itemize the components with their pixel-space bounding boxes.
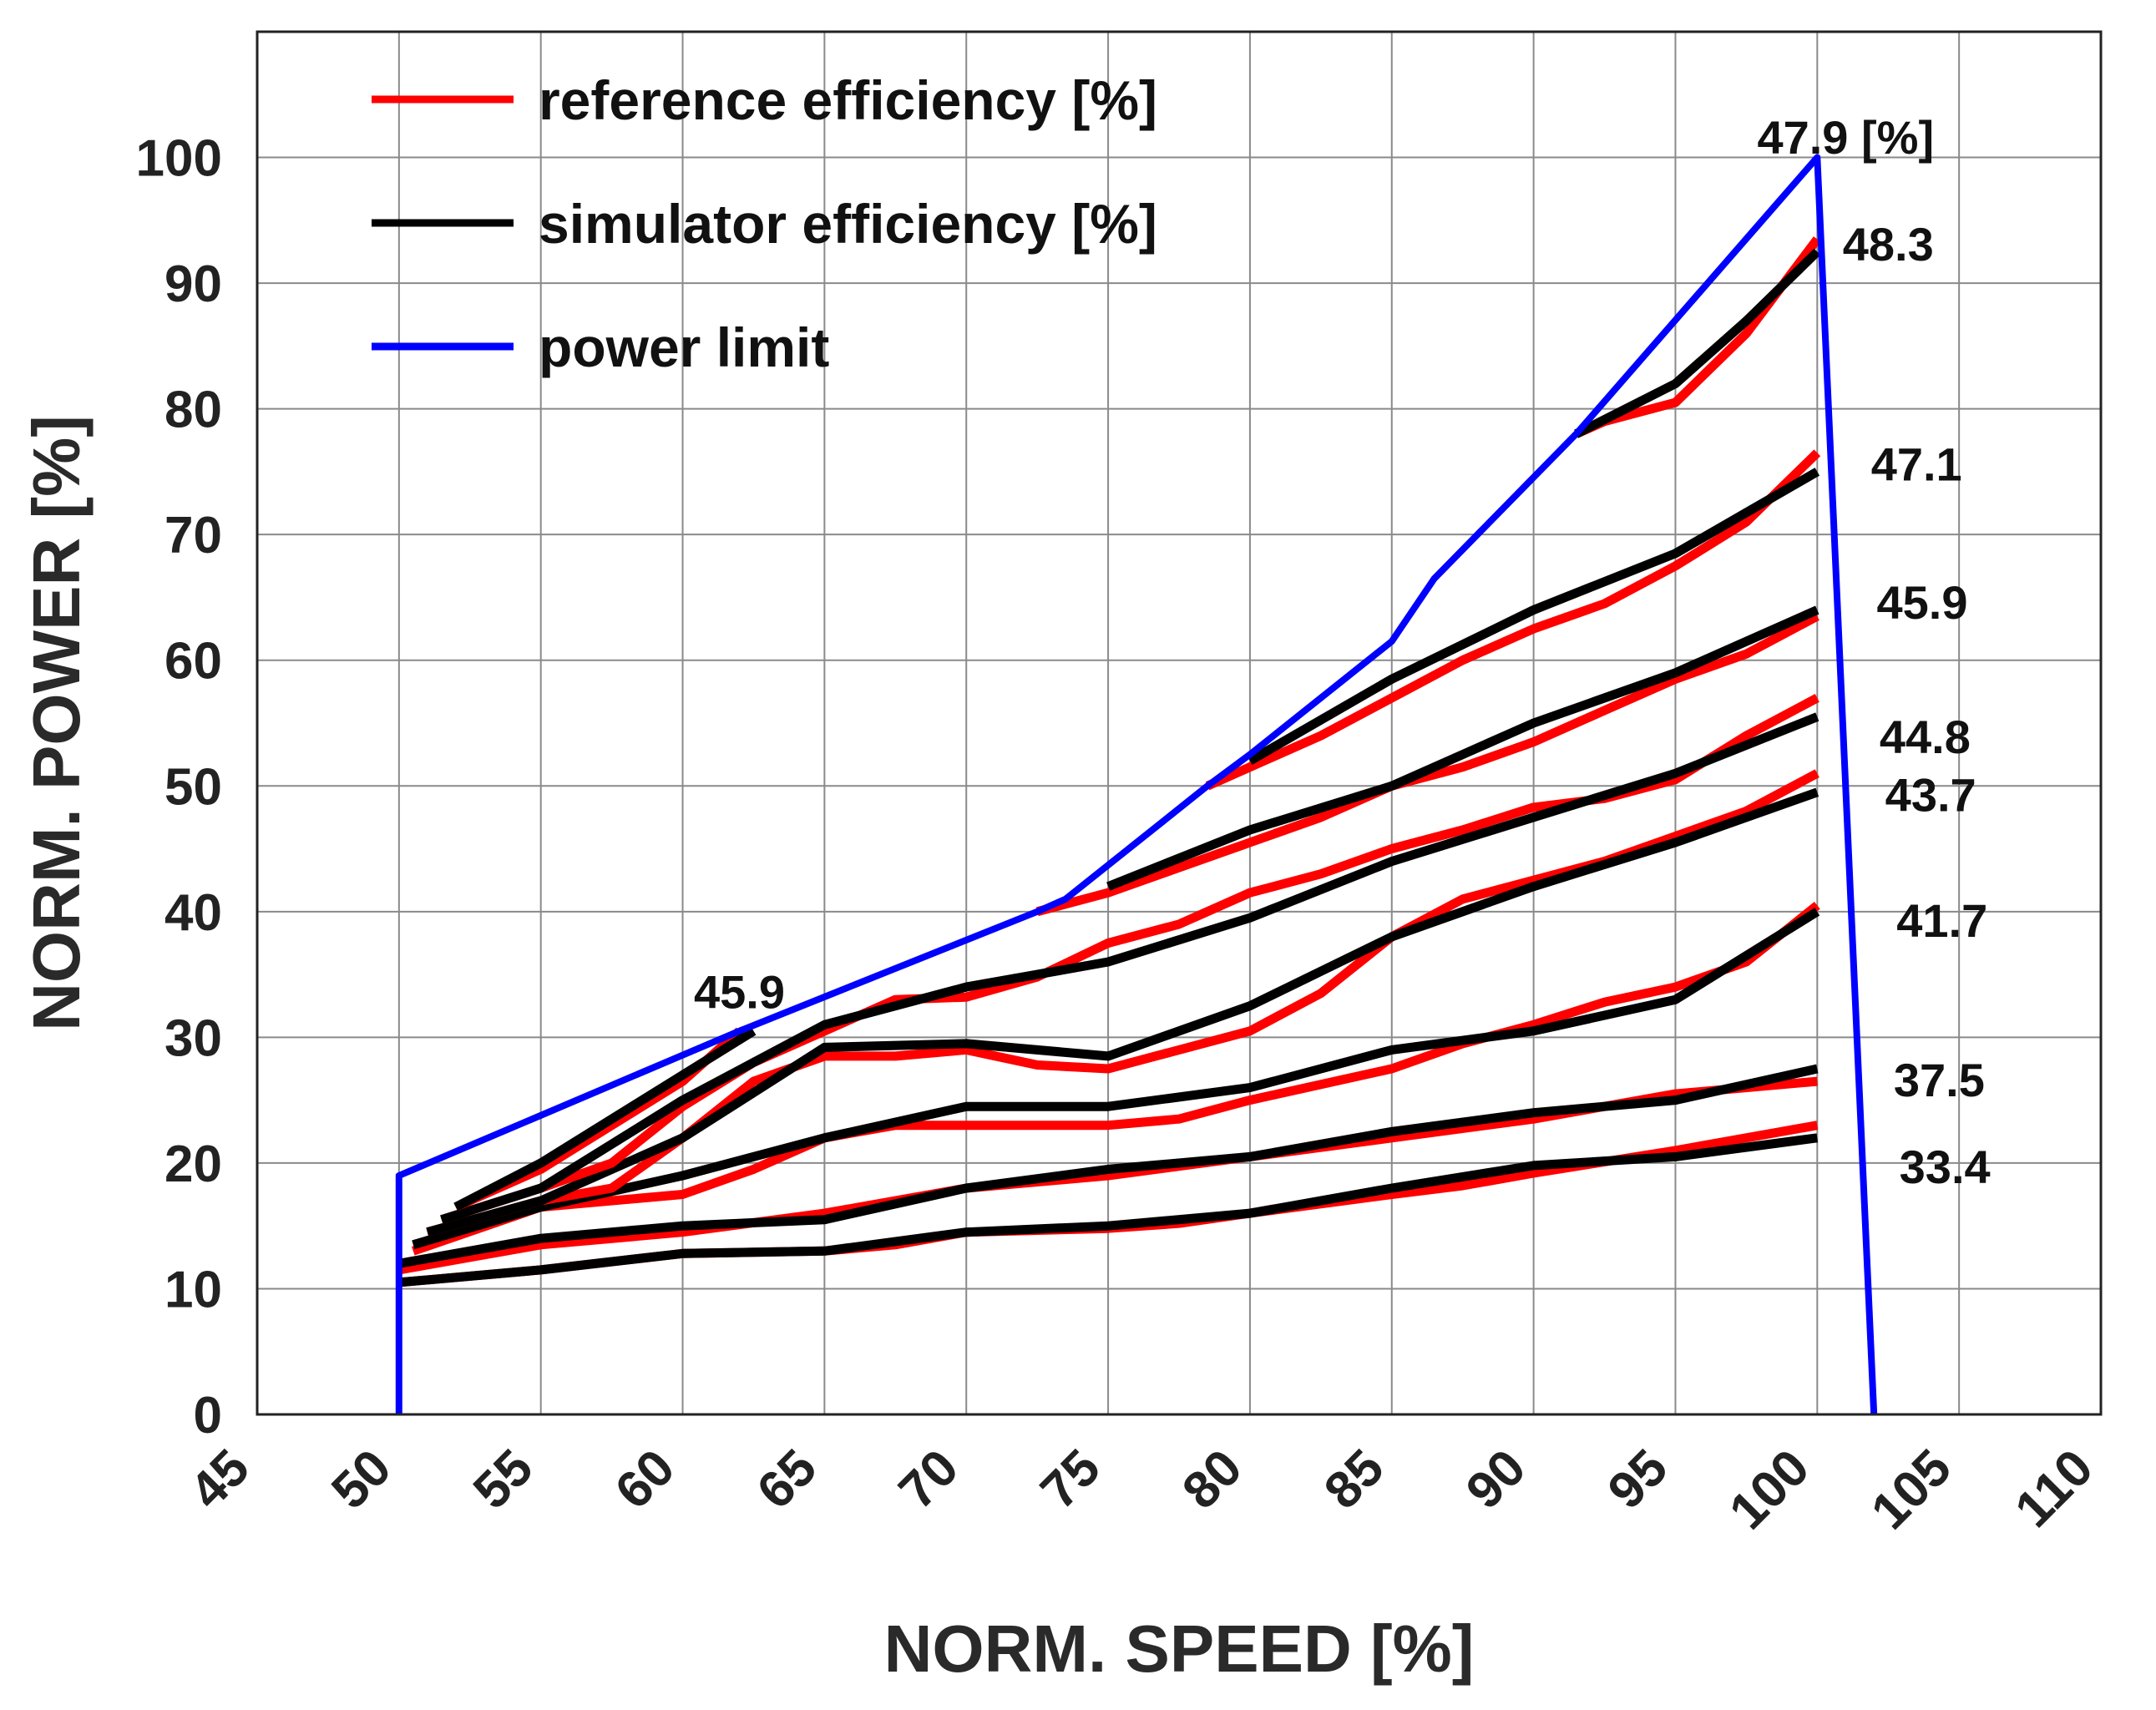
series-line-41.7-simulator <box>412 908 1820 1250</box>
efficiency-label: 47.1 <box>1871 438 1962 490</box>
efficiency-label: 41.7 <box>1896 894 1987 947</box>
series-line-48.3-simulator <box>1574 248 1821 438</box>
series-line-33.4-simulator <box>398 1133 1819 1288</box>
efficiency-label: 47.9 [%] <box>1757 111 1934 164</box>
data-lines <box>395 154 1878 1415</box>
x-tick-label: 90 <box>1455 1439 1537 1520</box>
x-tick-label: 110 <box>2004 1439 2104 1539</box>
plot-frame <box>256 30 2103 1416</box>
x-tick-label: 55 <box>463 1439 544 1520</box>
efficiency-label: 33.4 <box>1900 1141 1991 1193</box>
series-line-45.9-reference <box>1035 612 1819 917</box>
x-tick-label: 105 <box>1860 1439 1962 1541</box>
y-tick-label: 0 <box>194 1387 222 1444</box>
y-tick-label: 60 <box>164 633 222 691</box>
x-tick-label: 45 <box>179 1439 261 1520</box>
x-axis-ticks: 45 50 55 60 65 70 75 80 85 90 95 100 105 110 <box>179 1439 2104 1541</box>
legend-label: reference efficiency [%] <box>539 69 1157 131</box>
x-tick-label: 85 <box>1313 1439 1395 1520</box>
y-tick-label: 20 <box>164 1136 222 1193</box>
y-tick-label: 30 <box>164 1009 222 1067</box>
y-tick-label: 10 <box>164 1261 222 1318</box>
y-tick-label: 50 <box>164 758 222 816</box>
y-tick-label: 70 <box>164 507 222 564</box>
x-tick-label: 70 <box>888 1439 970 1520</box>
series-line-44.8-simulator <box>440 712 1819 1224</box>
series-line-41.7-reference <box>412 901 1820 1256</box>
efficiency-label: 44.8 <box>1880 711 1971 763</box>
series-line-37.5-simulator <box>397 1064 1819 1268</box>
legend-label: power limit <box>539 316 829 378</box>
y-axis-title: NORM. POWER [%] <box>19 415 94 1031</box>
efficiency-annotations: 47.9 [%] 48.3 47.1 45.9 44.843.7 41.7 37.5 33.4… <box>694 111 1991 1193</box>
efficiency-label: 43.7 <box>1885 768 1976 821</box>
efficiency-label: 45.9 <box>1876 576 1967 629</box>
x-tick-label: 100 <box>1718 1439 1820 1541</box>
x-tick-label: 95 <box>1597 1439 1679 1520</box>
series-line-43.7-simulator <box>426 787 1819 1237</box>
y-tick-label: 40 <box>164 884 222 942</box>
series-line-45.9-simulator <box>1106 605 1819 891</box>
series-line-47.1-simulator <box>1248 468 1820 765</box>
x-axis-title: NORM. SPEED [%] <box>884 1611 1475 1686</box>
x-tick-label: 50 <box>321 1439 402 1520</box>
efficiency-label: 37.5 <box>1894 1054 1985 1106</box>
x-tick-label: 65 <box>747 1439 828 1520</box>
x-tick-label: 60 <box>605 1439 686 1520</box>
efficiency-label: 45.9 <box>694 966 785 1019</box>
efficiency-label: 48.3 <box>1843 218 1934 271</box>
legend: reference efficiency [%] simulator effici… <box>372 69 1157 378</box>
series-line-47.1-reference <box>1205 449 1821 791</box>
y-tick-label: 100 <box>136 130 222 188</box>
series-line-45.9-simulator <box>453 1027 757 1212</box>
y-tick-label: 80 <box>164 382 222 439</box>
x-tick-label: 80 <box>1172 1439 1253 1520</box>
y-axis-ticks: 0 10 20 30 40 50 60 70 80 90 100 <box>136 130 222 1444</box>
x-tick-label: 75 <box>1030 1439 1111 1520</box>
y-tick-label: 90 <box>164 255 222 313</box>
series-line-48.3-reference <box>1574 236 1821 438</box>
legend-label: simulator efficiency [%] <box>539 193 1157 255</box>
power-limit-line <box>395 154 1878 1415</box>
